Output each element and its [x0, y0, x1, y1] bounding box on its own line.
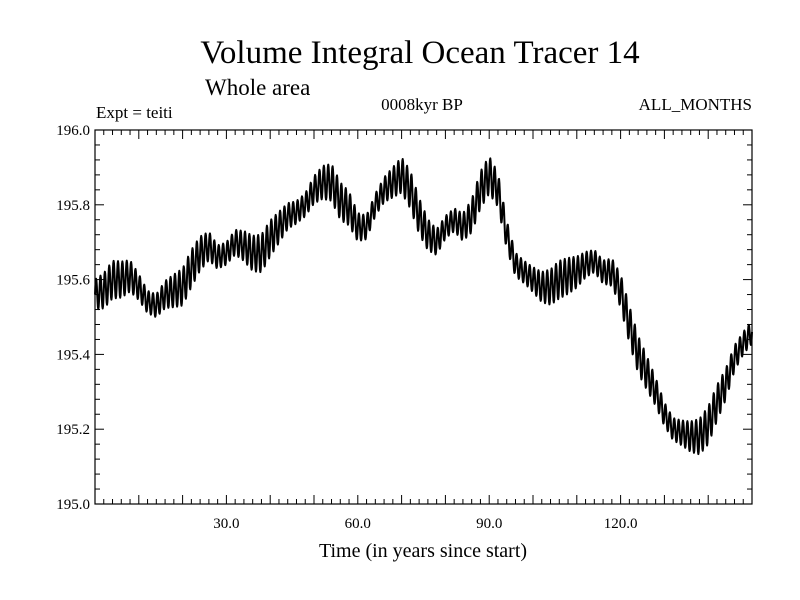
x-tick-label: 120.0	[604, 516, 638, 532]
plot-frame	[94, 129, 753, 505]
x-tick-label: 30.0	[213, 516, 239, 532]
x-tick-label: 60.0	[345, 516, 371, 532]
axis-tick-labels: 30.0 60.0 90.0 120.0 195.0 195.2 195.4 195.6 195…	[56, 123, 637, 532]
y-tick-label: 195.2	[56, 422, 90, 438]
axis-ticks	[95, 130, 752, 504]
experiment-label: Expt = teiti	[96, 103, 173, 122]
x-tick-label: 90.0	[476, 516, 502, 532]
chart-title: Volume Integral Ocean Tracer 14	[200, 35, 639, 71]
chart-subtitle: Whole area	[205, 75, 310, 100]
y-tick-label: 195.0	[56, 497, 90, 513]
period-label: 0008kyr BP	[381, 95, 463, 114]
y-tick-label: 196.0	[56, 123, 90, 139]
data-series-line	[94, 157, 753, 456]
y-tick-label: 195.8	[56, 198, 90, 214]
x-axis-label: Time (in years since start)	[319, 540, 527, 562]
y-tick-label: 195.4	[56, 347, 90, 363]
months-label: ALL_MONTHS	[639, 95, 752, 114]
y-tick-label: 195.6	[56, 273, 90, 289]
